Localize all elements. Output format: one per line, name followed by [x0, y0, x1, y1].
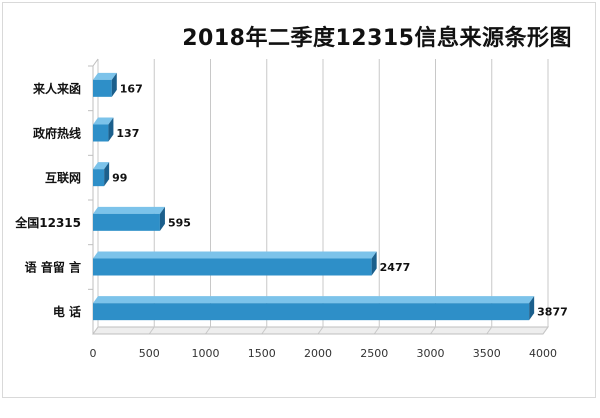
- bar: [93, 124, 109, 142]
- bar: [93, 169, 105, 187]
- gridline: [486, 59, 493, 335]
- y-tick-label: 电 话: [53, 304, 81, 319]
- gridline: [317, 59, 324, 335]
- bar: [93, 258, 372, 276]
- y-tick-label: 政府热线: [33, 126, 81, 141]
- y-tick-label: 互联网: [45, 171, 81, 185]
- bar-end-face: [159, 206, 165, 231]
- plot-back-wall: [93, 59, 548, 334]
- bar-end-face: [111, 72, 117, 97]
- x-tick-label: 500: [139, 347, 160, 360]
- data-label: 167: [120, 82, 143, 95]
- bar-end-face: [104, 162, 110, 187]
- y-tick-label: 全国12315: [14, 215, 81, 230]
- gridline: [542, 59, 549, 335]
- bar-top-face: [93, 162, 110, 170]
- data-label: 99: [112, 172, 127, 185]
- bar-end-face: [529, 296, 535, 321]
- gridline: [430, 59, 436, 335]
- x-tick-label: 4000: [529, 347, 557, 360]
- x-tick-label: 0: [90, 347, 97, 360]
- data-label: 137: [116, 127, 139, 140]
- data-label: 3877: [537, 306, 568, 319]
- gridline: [92, 59, 99, 335]
- y-tick-label: 语 音留 言: [25, 260, 81, 275]
- bar-top-face: [93, 251, 377, 259]
- bar: [93, 303, 530, 321]
- x-tick-label: 1000: [192, 347, 220, 360]
- gridline: [261, 59, 268, 335]
- x-tick-label: 1500: [248, 347, 276, 360]
- bar: [93, 79, 112, 97]
- y-tick-label: 来人来函: [32, 81, 81, 96]
- bar-top-face: [93, 296, 535, 304]
- x-tick-label: 2000: [304, 347, 332, 360]
- gridline: [148, 59, 155, 335]
- x-tick-label: 3500: [473, 347, 501, 360]
- bar-end-face: [371, 251, 377, 276]
- data-label: 2477: [380, 261, 411, 274]
- gridline: [373, 59, 380, 335]
- bar-top-face: [93, 72, 117, 80]
- bar-end-face: [108, 117, 114, 142]
- x-tick-label: 2500: [360, 347, 388, 360]
- data-label: 595: [168, 216, 191, 229]
- gridline: [205, 59, 211, 335]
- x-tick-label: 3000: [417, 347, 445, 360]
- bar-top-face: [93, 206, 165, 214]
- chart-title: 2018年二季度12315信息来源条形图: [182, 26, 572, 51]
- bar-top-face: [93, 117, 114, 125]
- bar: [93, 213, 160, 231]
